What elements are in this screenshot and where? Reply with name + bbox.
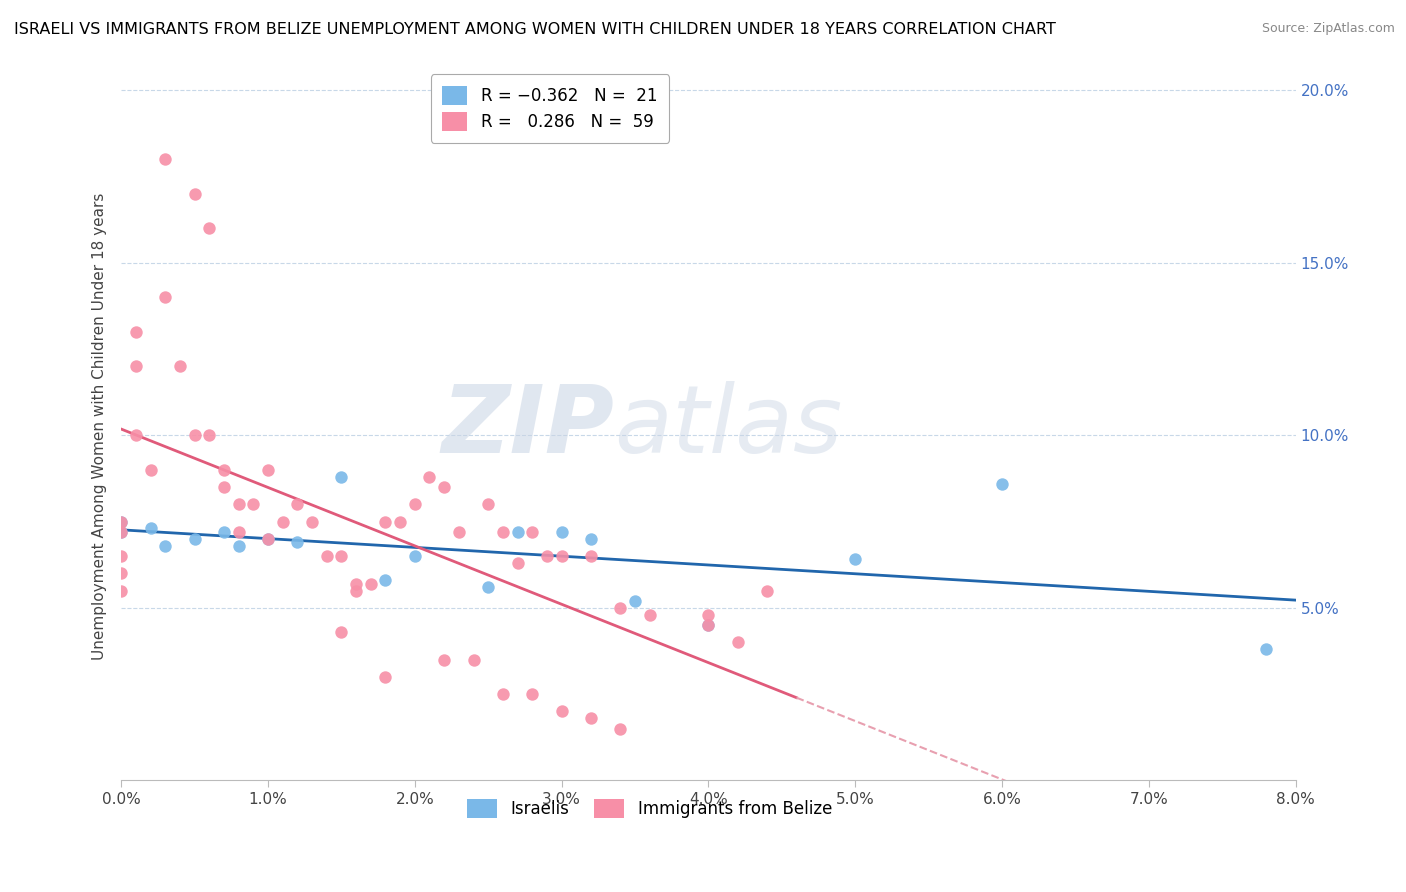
Point <box>463 652 485 666</box>
Point <box>1256 642 1278 657</box>
Point <box>139 463 162 477</box>
Point <box>330 469 353 483</box>
Y-axis label: Unemployment Among Women with Children Under 18 years: Unemployment Among Women with Children U… <box>93 193 107 660</box>
Point <box>125 359 148 374</box>
Point <box>271 515 294 529</box>
Point <box>257 532 280 546</box>
Text: atlas: atlas <box>614 381 842 472</box>
Point <box>579 711 602 725</box>
Point <box>212 463 235 477</box>
Point <box>110 515 132 529</box>
Point <box>506 556 529 570</box>
Point <box>183 186 205 201</box>
Point <box>315 549 337 563</box>
Point <box>492 524 515 539</box>
Point <box>155 153 177 167</box>
Point <box>228 497 250 511</box>
Point <box>536 549 558 563</box>
Point <box>344 576 367 591</box>
Point <box>550 549 572 563</box>
Point <box>404 549 426 563</box>
Point <box>228 524 250 539</box>
Point <box>609 600 631 615</box>
Point <box>169 359 191 374</box>
Point <box>125 325 148 339</box>
Point <box>183 532 205 546</box>
Point <box>257 463 280 477</box>
Point <box>609 722 631 736</box>
Text: ZIP: ZIP <box>441 381 614 473</box>
Point <box>727 635 749 649</box>
Point <box>550 524 572 539</box>
Point <box>360 576 382 591</box>
Point <box>110 549 132 563</box>
Point <box>287 535 309 549</box>
Point <box>110 524 132 539</box>
Point <box>492 687 515 701</box>
Point <box>991 476 1014 491</box>
Point <box>139 521 162 535</box>
Point <box>155 290 177 304</box>
Point <box>110 524 132 539</box>
Point <box>155 539 177 553</box>
Point <box>522 687 544 701</box>
Point <box>638 607 661 622</box>
Point <box>550 704 572 718</box>
Point <box>242 497 264 511</box>
Point <box>477 580 499 594</box>
Point <box>374 670 396 684</box>
Point <box>697 607 720 622</box>
Point <box>125 428 148 442</box>
Point <box>844 552 866 566</box>
Text: ISRAELI VS IMMIGRANTS FROM BELIZE UNEMPLOYMENT AMONG WOMEN WITH CHILDREN UNDER 1: ISRAELI VS IMMIGRANTS FROM BELIZE UNEMPL… <box>14 22 1056 37</box>
Point <box>330 549 353 563</box>
Point <box>344 583 367 598</box>
Point <box>506 524 529 539</box>
Point <box>624 594 647 608</box>
Point <box>374 515 396 529</box>
Point <box>183 428 205 442</box>
Point <box>110 583 132 598</box>
Point <box>110 515 132 529</box>
Point <box>404 497 426 511</box>
Point <box>212 480 235 494</box>
Point <box>697 618 720 632</box>
Point <box>301 515 323 529</box>
Legend: Israelis, Immigrants from Belize: Israelis, Immigrants from Belize <box>461 792 839 825</box>
Point <box>228 539 250 553</box>
Point <box>110 566 132 581</box>
Point <box>447 524 470 539</box>
Point <box>477 497 499 511</box>
Point <box>756 583 779 598</box>
Point <box>697 618 720 632</box>
Text: Source: ZipAtlas.com: Source: ZipAtlas.com <box>1261 22 1395 36</box>
Point <box>433 480 456 494</box>
Point <box>579 549 602 563</box>
Point <box>287 497 309 511</box>
Point <box>579 532 602 546</box>
Point <box>198 221 221 235</box>
Point <box>418 469 440 483</box>
Point <box>374 573 396 587</box>
Point <box>389 515 412 529</box>
Point <box>330 624 353 639</box>
Point <box>522 524 544 539</box>
Point <box>198 428 221 442</box>
Point <box>212 524 235 539</box>
Point <box>257 532 280 546</box>
Point <box>433 652 456 666</box>
